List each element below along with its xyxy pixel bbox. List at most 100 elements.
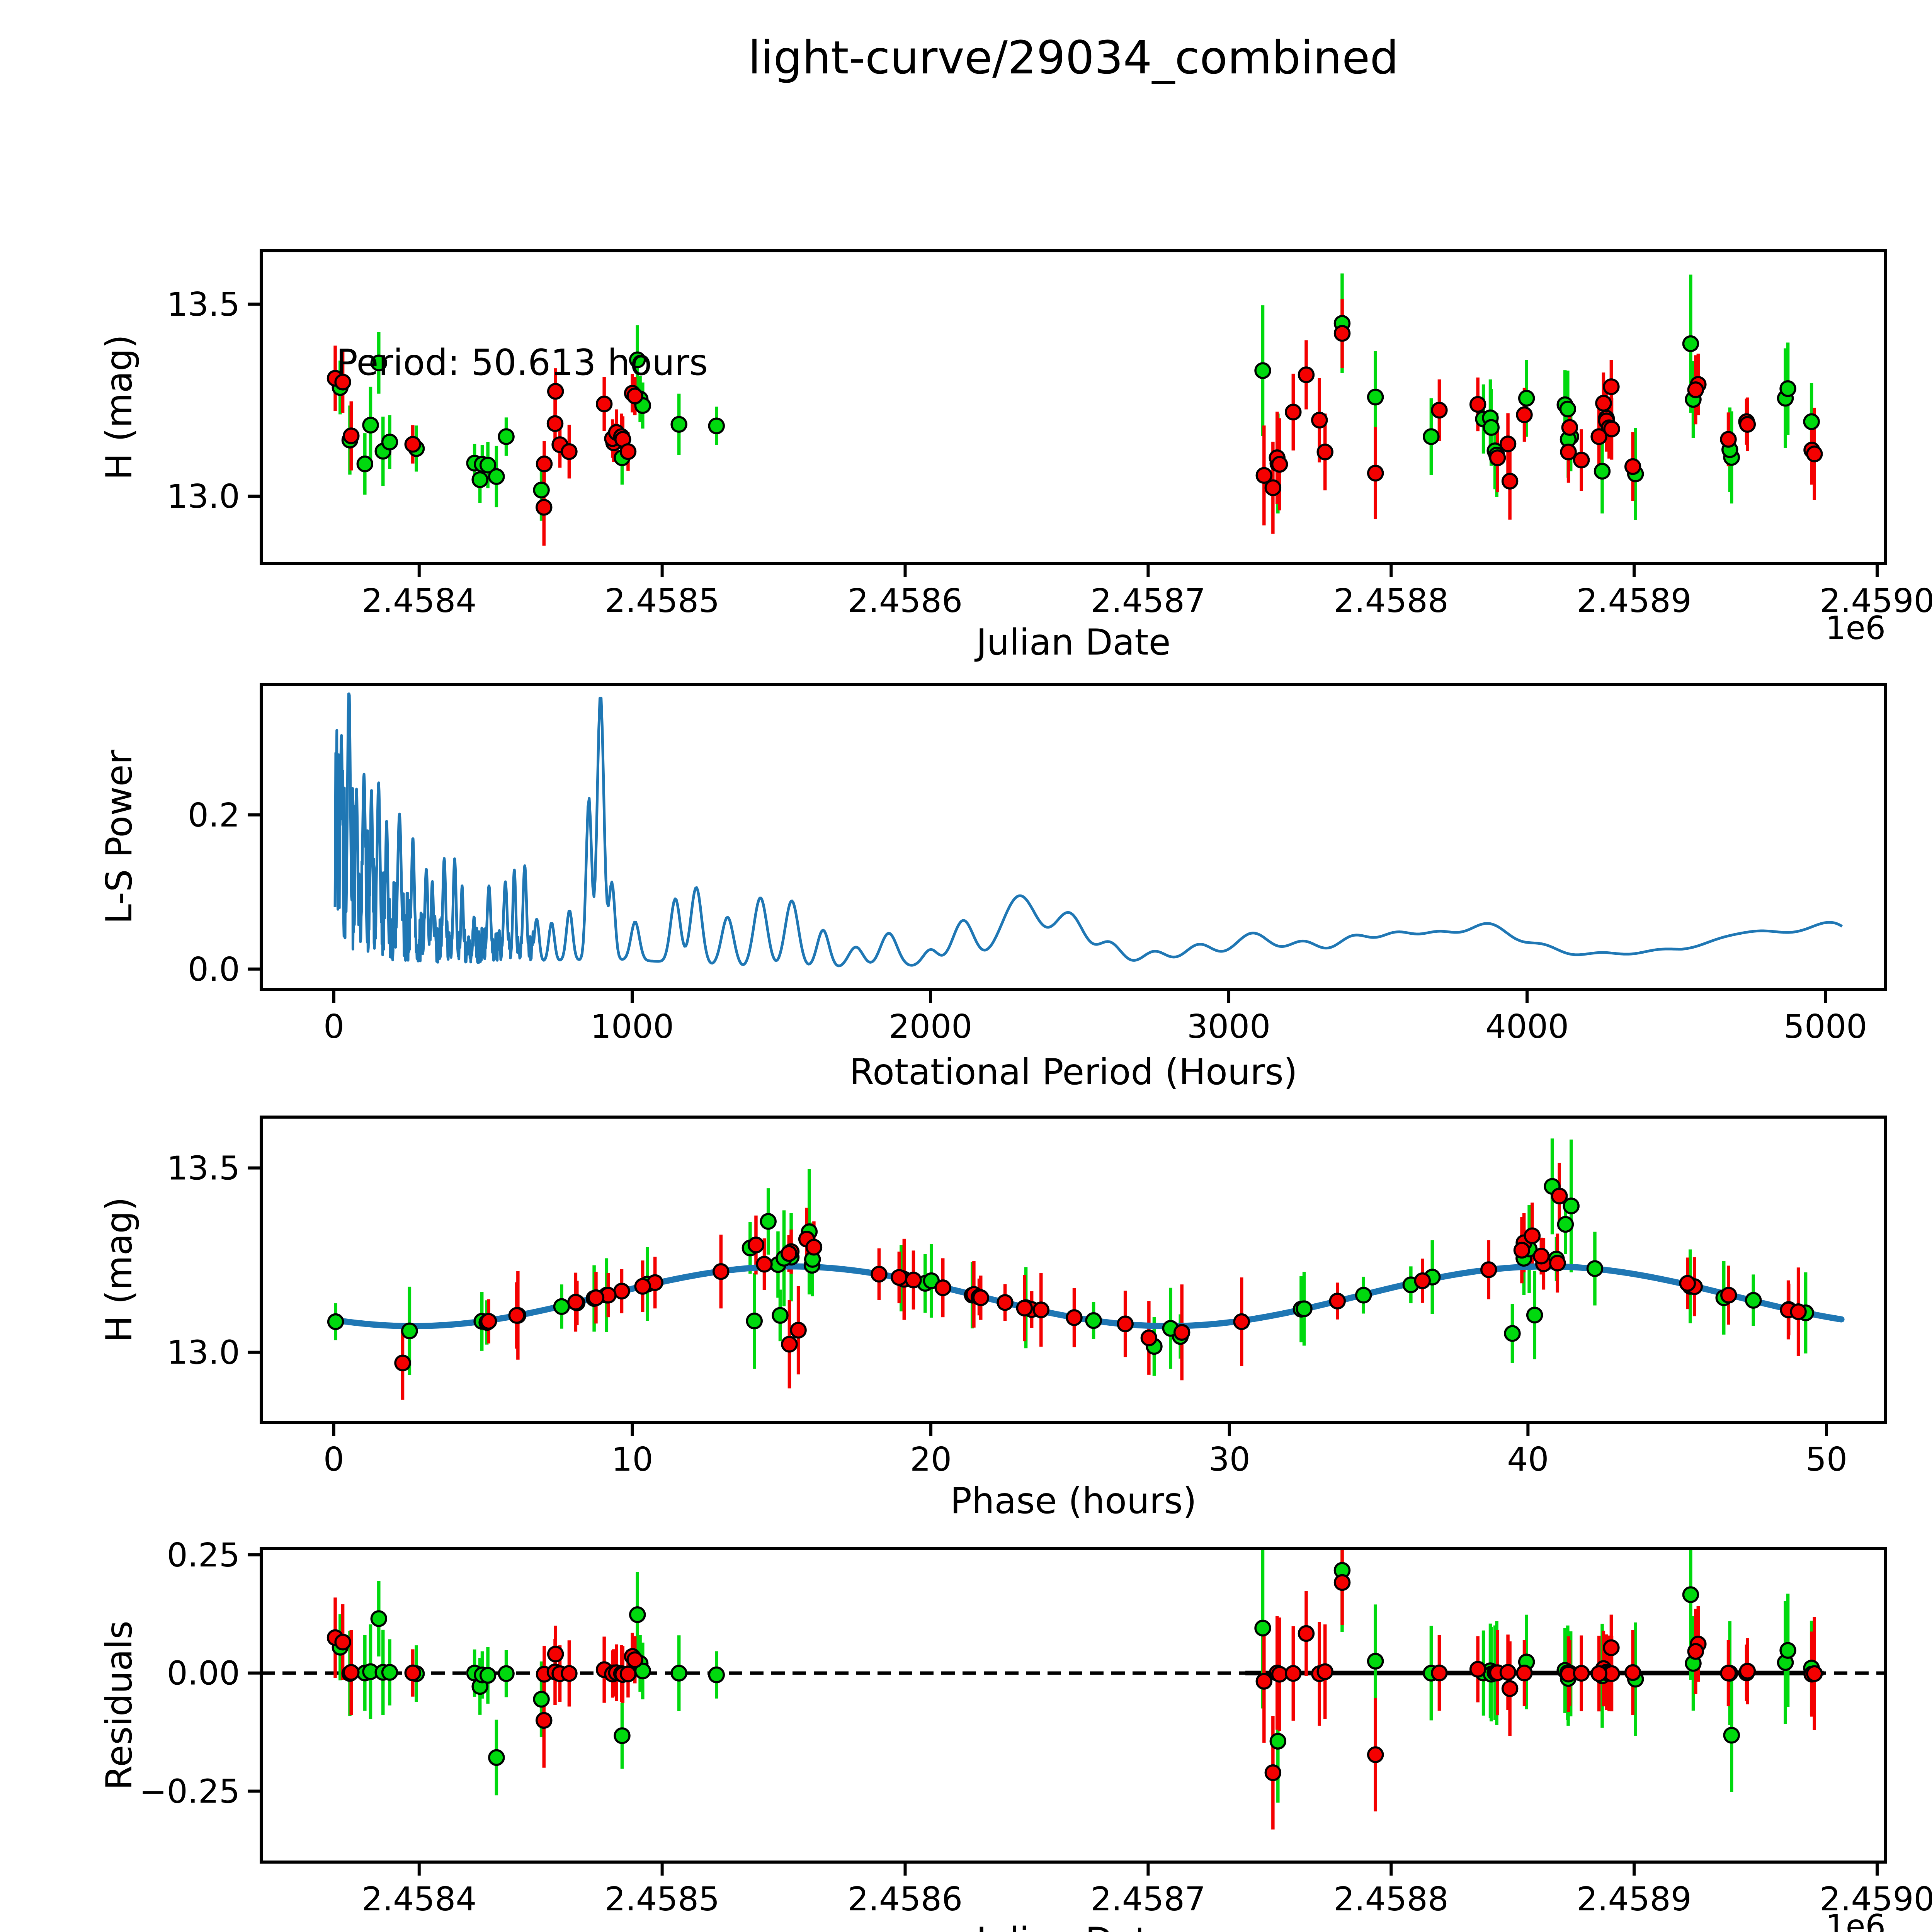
data-point-green <box>760 1213 777 1230</box>
data-point-red <box>1367 464 1384 482</box>
x-tick-label: 2.4585 <box>605 582 719 620</box>
data-point-red <box>1255 467 1273 484</box>
periodogram-curve <box>333 692 1843 968</box>
axes-spine <box>259 249 1887 566</box>
data-point-green <box>1483 419 1500 436</box>
data-point-green <box>370 354 388 371</box>
residual-point-red <box>1431 1664 1448 1682</box>
data-point-green <box>1563 1197 1580 1214</box>
subplot-phased-xlabel: Phase (hours) <box>950 1480 1197 1522</box>
x-tick-label: 3000 <box>1187 1008 1270 1046</box>
data-point-red <box>1499 435 1517 452</box>
data-point-red <box>1016 1299 1033 1316</box>
data-point-red <box>587 1289 605 1306</box>
subplot-residuals-plot-area <box>261 1548 1886 1830</box>
residual-point-red <box>1501 1680 1519 1697</box>
residual-point-red <box>1367 1746 1384 1763</box>
data-point-green <box>327 1313 344 1330</box>
residual-point-green <box>498 1665 515 1682</box>
data-point-red <box>1233 1313 1250 1330</box>
y-tick-label: 0.25 <box>167 1536 240 1575</box>
y-tick-label: 0.0 <box>188 951 240 989</box>
residual-point-red <box>1603 1639 1620 1656</box>
data-point-red <box>634 1278 651 1295</box>
residual-point-green <box>488 1749 505 1766</box>
data-point-red <box>756 1255 773 1273</box>
data-point-green <box>1296 1300 1313 1317</box>
data-point-red <box>619 443 637 460</box>
data-point-green <box>498 428 515 445</box>
residual-point-red <box>1720 1665 1737 1682</box>
x-tick-label: 5000 <box>1784 1008 1867 1046</box>
data-point-red <box>1624 458 1641 475</box>
data-point-red <box>1516 406 1533 423</box>
residual-point-red <box>547 1646 564 1663</box>
data-point-red <box>1573 451 1590 469</box>
data-point-red <box>1739 416 1756 433</box>
data-point-red <box>546 415 564 432</box>
data-point-red <box>536 455 553 473</box>
data-point-red <box>404 436 421 453</box>
x-tick-label: 20 <box>910 1440 952 1479</box>
data-point-green <box>1586 1260 1604 1277</box>
data-point-red <box>547 383 564 400</box>
subplot-periodogram-plot-area <box>333 692 1843 968</box>
data-point-red <box>1140 1329 1158 1347</box>
y-tick-label: 0.2 <box>188 796 240 835</box>
data-point-green <box>1423 428 1440 445</box>
data-point-green <box>1254 362 1271 379</box>
data-point-green <box>746 1312 763 1330</box>
data-point-red <box>1590 428 1607 445</box>
data-point-red <box>1032 1301 1049 1318</box>
data-point-red <box>1561 419 1578 436</box>
residual-point-green <box>629 1606 646 1623</box>
residual-point-red <box>1285 1665 1302 1682</box>
x-tick-label: 2.4589 <box>1577 582 1691 620</box>
residual-point-red <box>343 1664 360 1681</box>
data-point-red <box>747 1236 765 1253</box>
residual-point-red <box>1624 1664 1641 1681</box>
x-tick-label: 10 <box>611 1440 653 1479</box>
residual-point-green <box>533 1690 550 1708</box>
data-point-red <box>1117 1315 1134 1333</box>
data-point-red <box>997 1294 1014 1311</box>
residual-point-green <box>1723 1727 1740 1744</box>
figure-title: light-curve/29034_combined <box>748 31 1399 84</box>
data-point-green <box>479 456 497 474</box>
data-point-red <box>480 1313 497 1330</box>
data-point-green <box>1526 1306 1543 1324</box>
data-point-red <box>1533 1247 1550 1265</box>
x-tick-label: 50 <box>1806 1440 1847 1479</box>
data-point-green <box>401 1322 418 1340</box>
data-point-green <box>533 481 550 498</box>
residual-point-red <box>561 1665 578 1682</box>
residual-point-red <box>536 1712 553 1729</box>
subplot-periodogram-ylabel: L-S Power <box>98 749 140 924</box>
y-tick-label: 13.0 <box>167 478 240 516</box>
data-point-red <box>972 1289 990 1306</box>
data-point-green <box>1557 1216 1574 1233</box>
data-point-red <box>1501 473 1519 490</box>
subplot-lightcurve-plot-area <box>327 273 1823 546</box>
x-tick-label: 2.4586 <box>848 1880 963 1918</box>
x-tick-label: 2.4590 <box>1820 1880 1932 1918</box>
residual-point-red <box>1333 1574 1351 1591</box>
data-point-green <box>1367 388 1384 406</box>
subplot-residuals-ylabel: Residuals <box>98 1621 140 1790</box>
subplot-lightcurve-ylabel: H (mag) <box>98 335 140 480</box>
x-tick-label: 0 <box>323 1440 344 1479</box>
data-point-red <box>1264 479 1282 496</box>
x-tick-label: 1000 <box>590 1008 674 1046</box>
x-tick-label: 2000 <box>889 1008 972 1046</box>
x-tick-label: 40 <box>1507 1440 1549 1479</box>
data-point-red <box>394 1354 411 1372</box>
residual-point-green <box>708 1666 725 1684</box>
subplot-residuals: Julian Date 1e6 Residuals 2.4584 2.4585 2.… <box>98 1536 1932 1932</box>
data-point-green <box>1518 389 1535 407</box>
residual-point-green <box>479 1667 497 1684</box>
data-point-green <box>1682 335 1699 352</box>
data-point-red <box>1311 412 1328 429</box>
x-tick-label: 2.4585 <box>605 1880 719 1918</box>
data-point-red <box>1551 1187 1568 1204</box>
